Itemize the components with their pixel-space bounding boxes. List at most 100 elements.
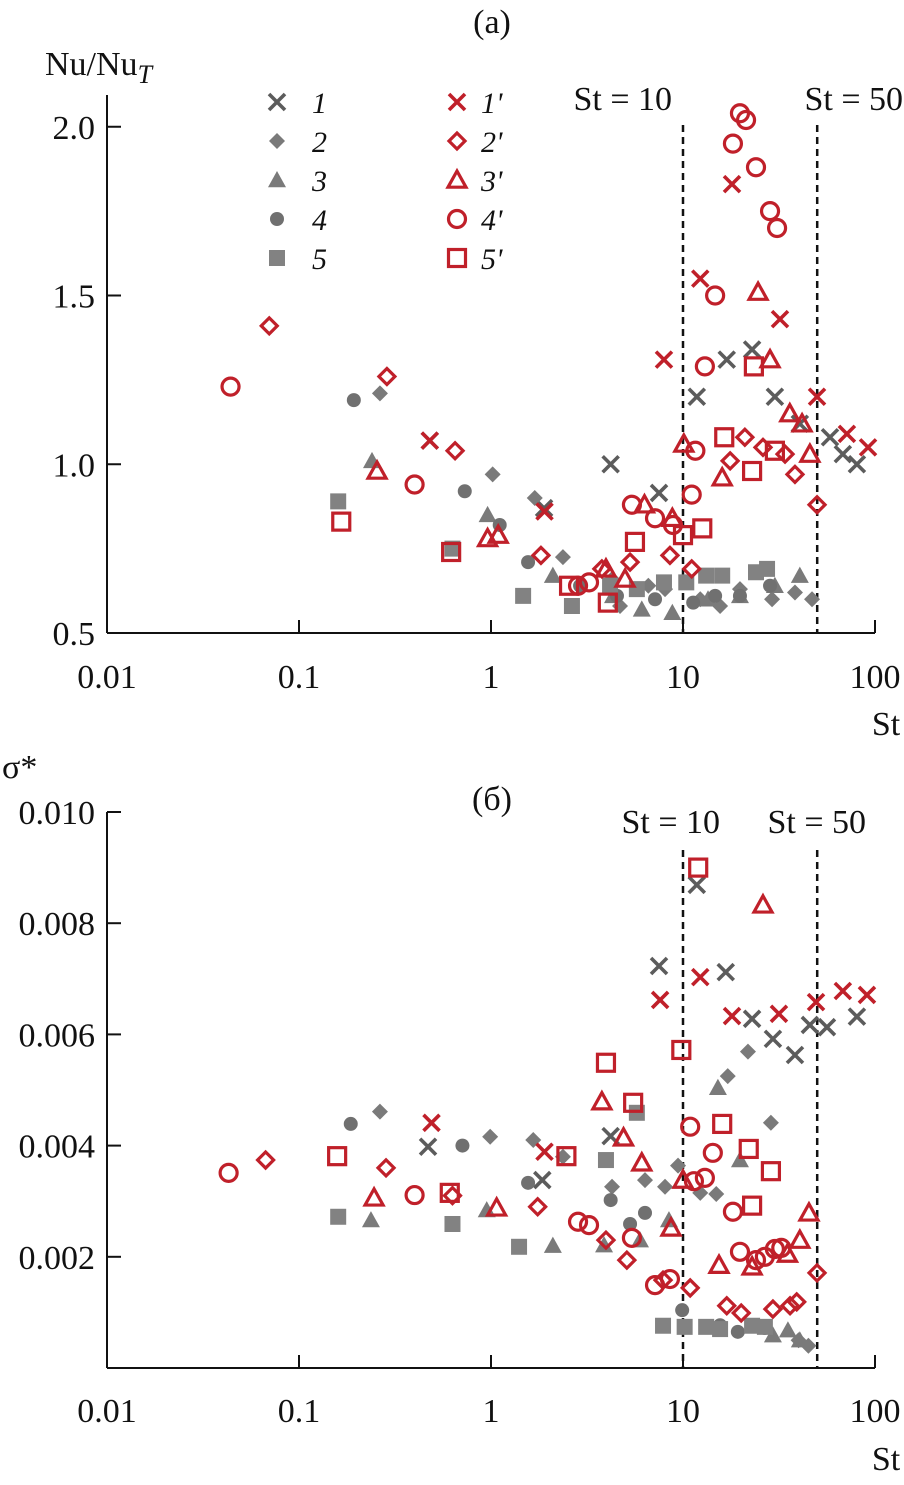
data-point [762, 1298, 784, 1320]
data-point [590, 1089, 614, 1111]
data-point [644, 508, 666, 529]
legend-label: 2 [312, 126, 327, 159]
data-point [567, 1211, 589, 1232]
data-point [732, 588, 747, 603]
series-4-prime [218, 1116, 792, 1296]
data-point [484, 1195, 509, 1217]
data-point [817, 1017, 837, 1037]
data-point [543, 1236, 562, 1253]
panel-label: (б) [472, 781, 512, 818]
data-point [679, 1277, 701, 1299]
data-point [699, 590, 718, 607]
data-point [758, 347, 782, 369]
data-point [535, 1142, 554, 1161]
x-axis-label: St [872, 1441, 901, 1478]
data-point [482, 1128, 499, 1145]
data-point [404, 1184, 425, 1206]
data-point [371, 1103, 388, 1120]
data-point [535, 502, 554, 521]
data-point [692, 518, 713, 539]
data-point [778, 1321, 797, 1338]
data-point [526, 490, 543, 506]
data-point [672, 525, 694, 546]
data-point [655, 1317, 672, 1334]
data-point [743, 356, 764, 377]
data-point [649, 483, 669, 503]
data-point [371, 385, 388, 402]
data-point [820, 427, 840, 447]
legend-marker [269, 133, 285, 149]
legend-marker [447, 92, 467, 112]
data-point [648, 592, 663, 607]
legend-marker [268, 171, 286, 188]
data-point [678, 574, 695, 591]
y-axis-label: Nu/NuT [45, 46, 154, 89]
data-point [361, 1211, 380, 1228]
data-point [730, 1302, 752, 1324]
legend-marker [445, 167, 469, 189]
data-point [729, 1241, 751, 1262]
data-point [621, 494, 643, 515]
data-point [712, 1321, 729, 1338]
x-tick-label: 10 [666, 1393, 700, 1430]
data-point [690, 269, 710, 288]
series-3-prime [362, 892, 821, 1276]
data-point [790, 566, 809, 583]
data-point [687, 387, 707, 407]
data-point [659, 1268, 681, 1290]
legend-label: 1' [481, 87, 503, 120]
y-tick-label: 0.008 [19, 906, 96, 943]
data-point [676, 1318, 693, 1335]
data-point [418, 1137, 438, 1156]
data-point [530, 545, 552, 566]
legend-marker [269, 250, 285, 266]
y-tick-label: 1.0 [53, 447, 96, 484]
data-point [659, 545, 681, 566]
data-point [788, 1227, 812, 1249]
data-point [742, 340, 762, 359]
data-point [330, 1208, 347, 1225]
data-point [604, 1178, 621, 1195]
y-tick-label: 0.002 [19, 1240, 96, 1277]
data-point [578, 1215, 600, 1236]
data-point [740, 1254, 764, 1276]
data-point [455, 1138, 470, 1153]
legend-label: 5 [312, 243, 327, 276]
data-point [784, 464, 806, 485]
data-point [623, 1092, 644, 1113]
data-point [578, 572, 600, 593]
data-point [785, 1045, 805, 1065]
data-point [763, 578, 778, 593]
x-tick-label: 100 [850, 659, 901, 696]
series-3 [361, 1078, 809, 1348]
data-point [730, 1324, 745, 1339]
data-point [708, 588, 723, 603]
data-point [671, 1167, 695, 1189]
data-point [752, 437, 774, 458]
data-point [734, 426, 756, 448]
data-point [681, 484, 702, 505]
y-tick-label: 0.006 [19, 1017, 96, 1054]
data-point [741, 1195, 763, 1216]
data-point [837, 424, 857, 444]
data-point [739, 1043, 756, 1060]
y-tick-label: 2.0 [53, 110, 96, 147]
data-point [613, 566, 637, 588]
st-10-label: St = 10 [621, 804, 720, 841]
data-point [741, 460, 763, 482]
data-point [759, 201, 781, 222]
data-point [681, 558, 702, 580]
data-point [705, 285, 726, 306]
data-point [365, 458, 389, 480]
data-point [735, 109, 757, 131]
data-point [800, 1015, 820, 1035]
data-point [719, 450, 741, 472]
data-point [404, 474, 425, 495]
data-point [477, 1201, 496, 1218]
data-point [714, 427, 735, 448]
data-point [847, 454, 867, 474]
data-point [770, 309, 790, 329]
y-axis-label-main: σ* [2, 749, 37, 786]
data-point [602, 577, 619, 594]
data-point [527, 1196, 548, 1218]
